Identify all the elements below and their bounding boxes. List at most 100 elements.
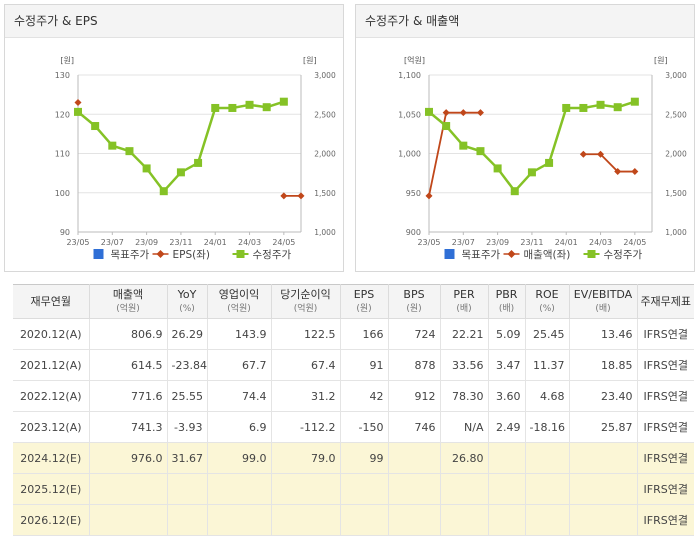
table-cell [167,504,208,536]
header-unit: (억원) [293,303,318,314]
data-point [476,147,485,156]
x-tick-label: 23/07 [101,238,124,247]
series-line [428,111,481,197]
table-cell [388,504,441,536]
table-header-cell: 재무연월 [13,284,90,319]
financial-table: 재무연월 매출액 (억원) YoY (%) 영업이익 (억원) 당기순이익 (억원) EPS (원)… [13,284,694,536]
table-cell: 99.0 [207,442,272,474]
data-point [476,109,484,117]
table-cell: -23.84 [167,349,208,381]
data-point [228,103,237,112]
table-header-cell: 당기순이익 (억원) [271,284,341,319]
table-cell: 11.37 [525,349,570,381]
table-cell: 79.0 [271,442,341,474]
data-point [631,168,639,176]
table-cell: 2026.12(E) [13,504,90,536]
header-unit: (%) [179,303,195,314]
table-cell: 25.87 [569,411,638,443]
left-tick-label: 1,050 [398,110,421,119]
table-cell [271,473,341,505]
table-cell: 13.46 [569,318,638,350]
data-point [596,100,605,109]
chart-panel-sales: 수정주가 & 매출액 [억원] [원] 900 950 1,000 1,050 1,100 1… [355,4,695,272]
table-cell: 3.60 [488,380,526,412]
table-cell: 724 [388,318,441,350]
table-cell [525,504,570,536]
table-cell: N/A [440,411,489,443]
x-tick-label: 23/07 [452,238,475,247]
data-point [579,150,587,158]
data-point [510,187,519,196]
table-row: 2022.12(A) 771.6 25.55 74.4 31.2 42 912 78.30 3.… [13,380,694,412]
data-point [459,141,468,150]
data-point [545,158,554,167]
chart-sales-svg: [억원] [원] 900 950 1,000 1,050 1,100 1,000 1,500 2,… [398,55,687,261]
data-point [142,164,151,173]
data-point [579,103,588,112]
data-point [442,109,450,117]
header-unit: (배) [456,303,472,314]
data-point [159,187,168,196]
table-cell [167,473,208,505]
table-row: 2023.12(A) 741.3 -3.93 6.9 -112.2 -150 746 N/A 2… [13,411,694,443]
table-cell: IFRS연결 [637,473,694,505]
legend-swatch [587,250,596,258]
chart-panel-eps: 수정주가 & EPS [원] [원] 90 100 110 120 130 1,000 1,50… [4,4,344,272]
left-tick-label: 1,100 [398,71,421,80]
right-tick-label: 2,500 [314,110,336,119]
header-label: YoY [177,287,197,301]
table-cell [89,473,168,505]
table-row: 2026.12(E) IFRS연결 [13,504,694,536]
chart-title: 수정주가 & 매출액 [356,5,694,38]
table-cell: 91 [340,349,389,381]
left-axis-unit: [억원] [404,55,425,65]
table-cell: 31.67 [167,442,208,474]
header-label: PER [453,287,475,301]
data-point [74,98,82,106]
table-cell [388,442,441,474]
data-point [245,100,254,109]
right-tick-label: 3,000 [314,71,336,80]
x-tick-label: 23/05 [66,238,89,247]
chart-title: 수정주가 & EPS [5,5,343,38]
table-cell: 912 [388,380,441,412]
table-cell [525,442,570,474]
table-cell: 42 [340,380,389,412]
table-cell [340,473,389,505]
table-header-row: 재무연월 매출액 (억원) YoY (%) 영업이익 (억원) 당기순이익 (억원) EPS (원)… [13,284,694,319]
left-tick-label: 130 [55,71,70,80]
data-point [176,168,185,177]
table-cell: -150 [340,411,389,443]
legend-label: EPS(좌) [173,249,210,261]
table-cell: 31.2 [271,380,341,412]
chart-eps-svg: [원] [원] 90 100 110 120 130 1,000 1,500 2,000 2,500… [55,56,336,261]
table-cell [488,504,526,536]
table-cell: IFRS연결 [637,318,694,350]
header-unit: (원) [406,303,422,314]
left-tick-label: 1,000 [398,150,421,159]
table-cell: IFRS연결 [637,504,694,536]
right-tick-label: 3,000 [665,71,687,80]
table-cell: 22.21 [440,318,489,350]
header-unit: (배) [595,303,611,314]
table-header-cell: ROE (%) [525,284,570,319]
table-cell: 74.4 [207,380,272,412]
table-cell: 614.5 [89,349,168,381]
table-cell: 67.7 [207,349,272,381]
data-point [442,122,451,131]
table-cell: -18.16 [525,411,570,443]
right-tick-label: 1,500 [314,189,336,198]
table-cell: 2020.12(A) [13,318,90,350]
table-cell [89,504,168,536]
table-cell: 122.5 [271,318,341,350]
table-cell: IFRS연결 [637,349,694,381]
data-point [297,192,305,200]
data-point [194,158,203,167]
data-point [74,107,82,116]
table-cell: IFRS연결 [637,380,694,412]
x-tick-label: 24/05 [272,238,295,247]
left-tick-label: 950 [406,189,421,198]
header-unit: (%) [539,303,555,314]
table-row: 2025.12(E) IFRS연결 [13,473,694,505]
data-point [613,103,622,112]
